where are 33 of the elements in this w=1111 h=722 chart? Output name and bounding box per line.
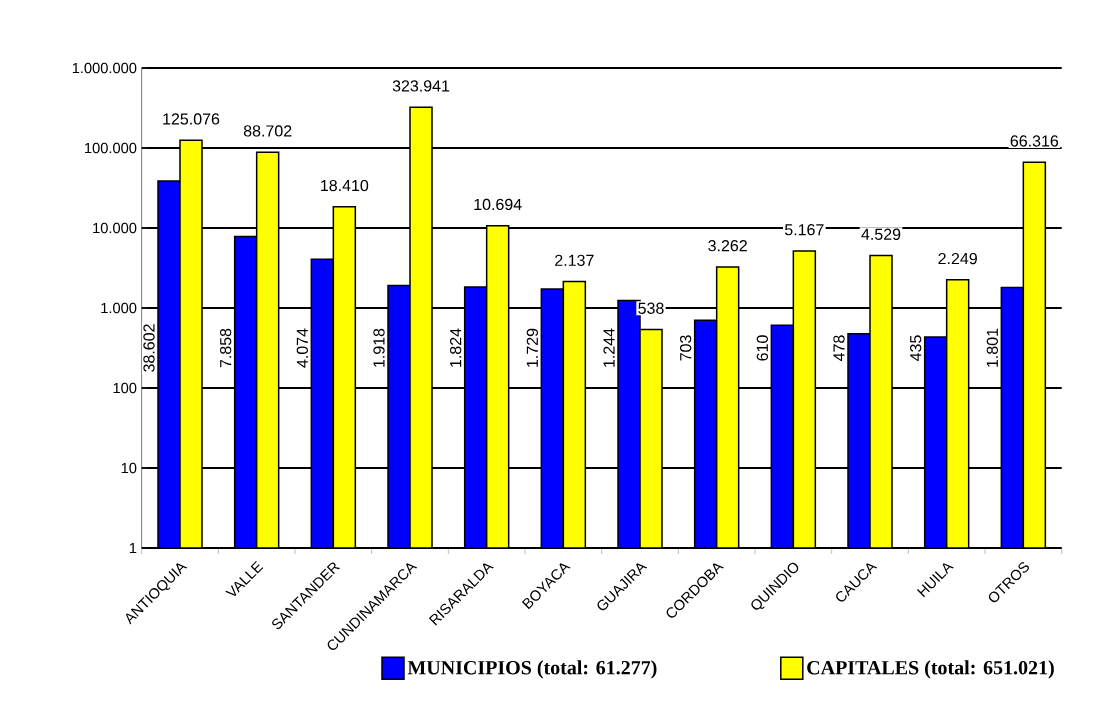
data-label: 18.410: [321, 179, 369, 192]
data-label: 3.262: [708, 240, 747, 252]
data-label: 1.729: [526, 328, 538, 367]
data-label: 610: [756, 335, 768, 361]
data-label: 125.076: [163, 113, 220, 125]
data-label: 4.074: [296, 328, 308, 368]
data-label: 1.824: [450, 328, 462, 367]
data-label: 10.694: [474, 198, 522, 211]
legend-label: CAPITALES (total: 651.021): [807, 660, 1054, 679]
data-label: 2.137: [555, 254, 594, 267]
y-tick-label: 1.000: [101, 302, 137, 314]
y-tick-label: 100.000: [85, 142, 137, 154]
data-label: 538: [638, 302, 664, 314]
data-label: 5.167: [784, 224, 824, 236]
data-label: 435: [910, 335, 922, 361]
y-tick-label: 1: [129, 542, 137, 554]
data-label: 66.316: [1010, 135, 1059, 147]
data-label: 323.941: [392, 80, 450, 92]
legend-label: MUNICIPIOS (total: 61.277): [407, 660, 657, 679]
y-tick-label: 10: [121, 462, 137, 474]
data-label: 88.702: [243, 125, 292, 137]
data-label: 478: [833, 335, 845, 361]
y-tick-label: 10.000: [93, 222, 137, 234]
data-label: 4.529: [861, 228, 901, 240]
y-tick-label: 100: [113, 382, 137, 394]
data-label: 2.249: [938, 252, 977, 265]
data-label: 38.602: [143, 324, 155, 372]
y-tick-label: 1.000.000: [72, 62, 137, 74]
data-label: 1.244: [603, 328, 615, 367]
data-label: 7.858: [220, 328, 232, 368]
data-label: 1.918: [373, 328, 385, 367]
data-label: 703: [680, 335, 692, 361]
data-label: 1.801: [986, 328, 998, 367]
